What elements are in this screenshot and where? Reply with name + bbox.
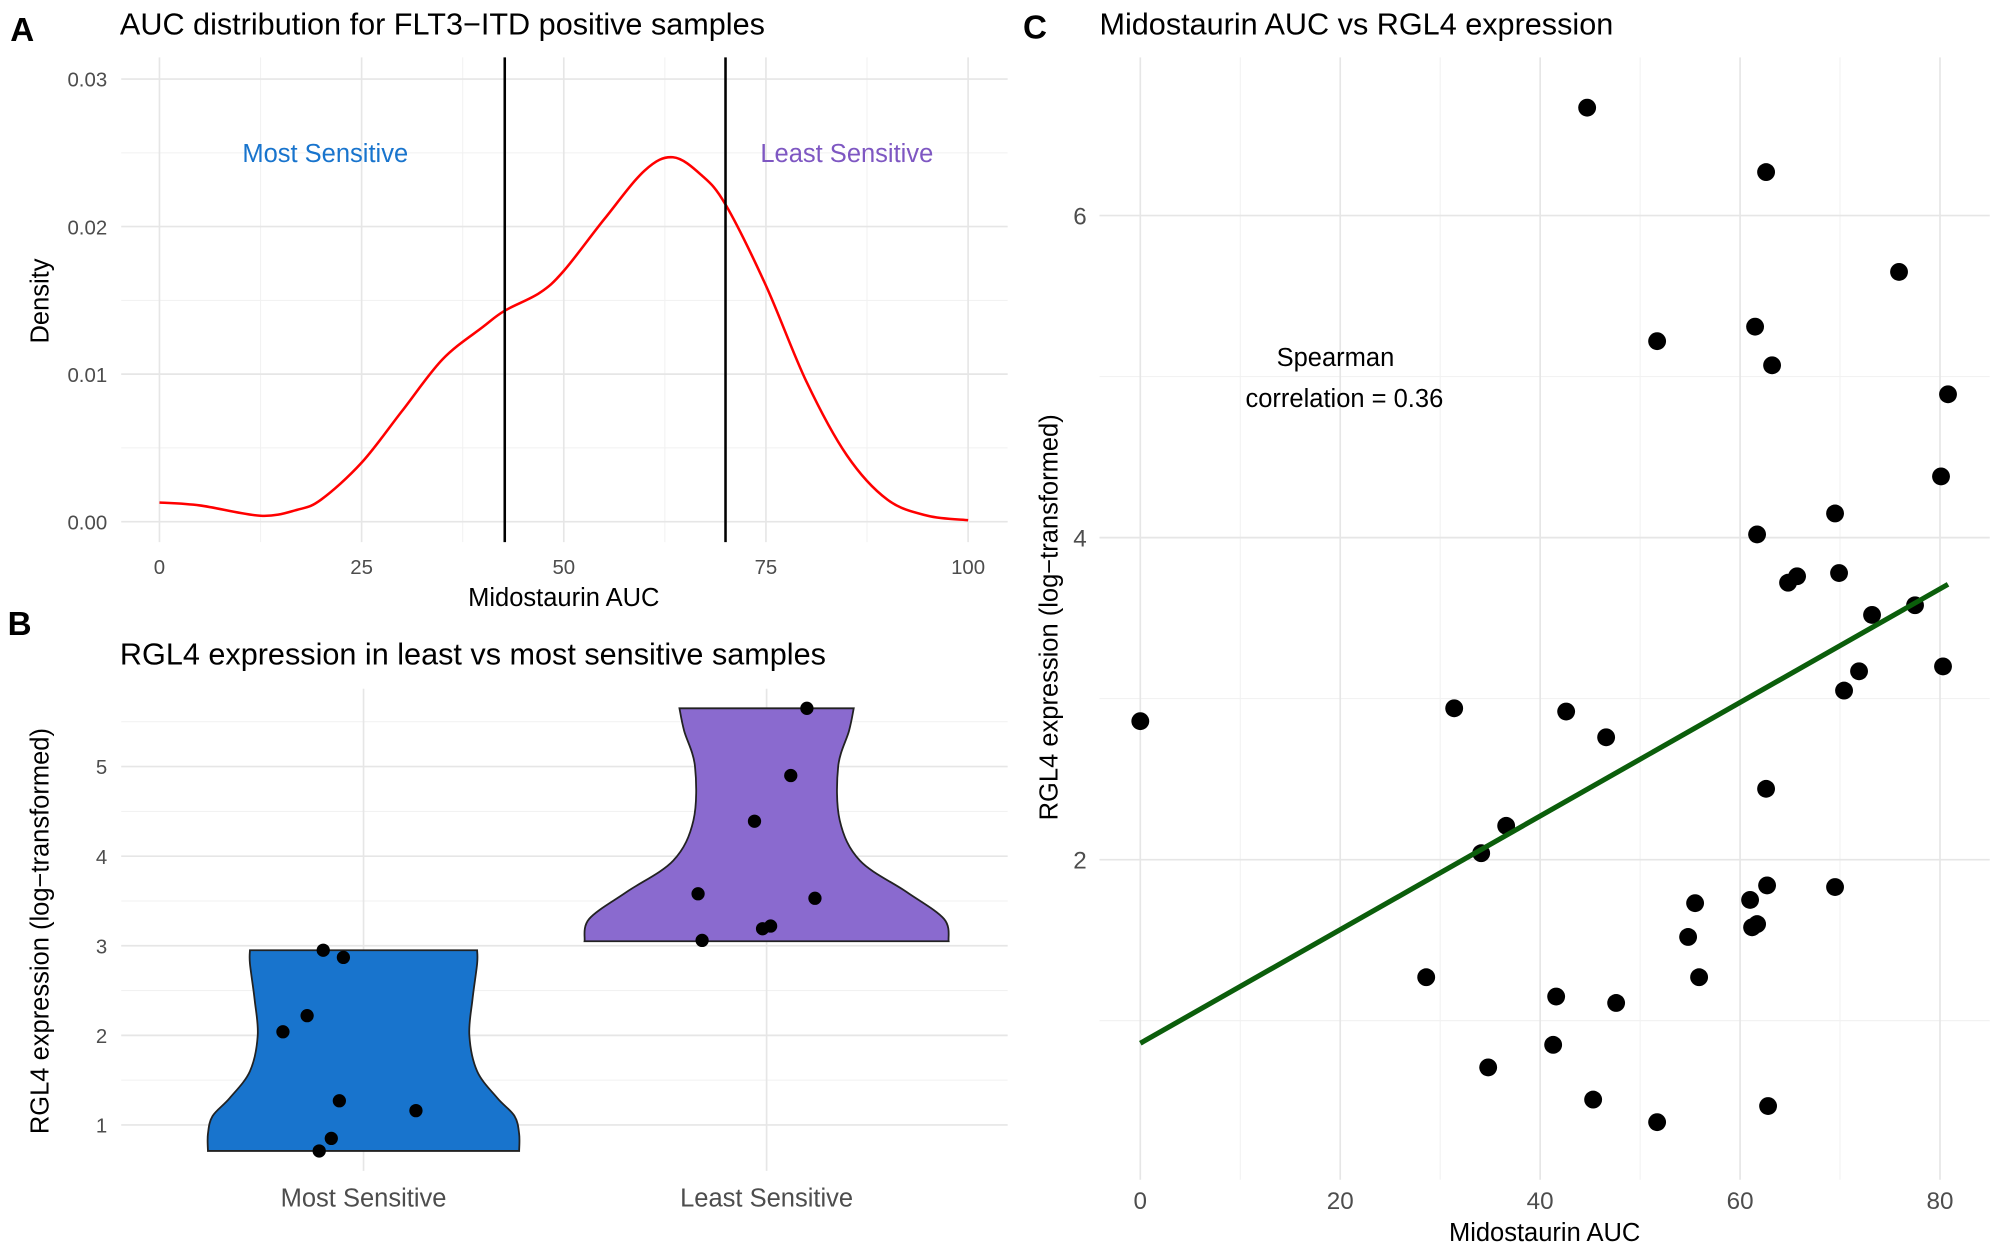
data-point <box>747 814 762 828</box>
data-point <box>1679 928 1698 946</box>
x-tick-label: 80 <box>1927 1188 1954 1215</box>
data-point <box>1748 915 1767 934</box>
density-curve <box>159 155 969 522</box>
data-point <box>1830 564 1848 582</box>
data-point <box>332 1094 346 1108</box>
data-point <box>1757 779 1776 798</box>
y-tick-label: 5 <box>96 757 107 779</box>
data-point <box>1584 1090 1603 1109</box>
data-point <box>1759 1097 1778 1115</box>
x-tick-label: 0 <box>154 557 165 579</box>
data-point <box>1547 987 1566 1006</box>
data-point <box>1445 699 1464 718</box>
data-point <box>1557 702 1576 721</box>
panel-a-title: AUC distribution for FLT3−ITD positive s… <box>120 7 765 41</box>
y-tick-label: 3 <box>96 936 107 958</box>
data-point <box>1939 385 1957 404</box>
data-point <box>300 1009 314 1023</box>
data-point <box>695 933 709 948</box>
correlation-label-line1: Spearman <box>1277 344 1395 372</box>
x-tick-label: Least Sensitive <box>680 1185 853 1213</box>
y-tick-label: 0.00 <box>67 512 107 534</box>
panel-c-x-title: Midostaurin AUC <box>1449 1219 1640 1247</box>
x-tick-label: 25 <box>350 557 373 579</box>
regression-line <box>1139 582 1950 1046</box>
data-point <box>1578 98 1597 117</box>
correlation-label-line2: correlation = 0.36 <box>1246 385 1444 413</box>
x-tick-label: 100 <box>951 557 985 579</box>
panel-a-plot: 0 25 50 75 100 0.00 0.01 0.02 0.03 Most Sensitive… <box>67 57 1008 579</box>
x-tick-label: 40 <box>1527 1188 1554 1215</box>
panel-a-x-title: Midostaurin AUC <box>468 584 659 612</box>
data-point <box>1690 968 1709 987</box>
data-point <box>1788 567 1806 586</box>
y-tick-label: 0.03 <box>67 70 107 92</box>
y-tick-label: 4 <box>1073 526 1086 553</box>
data-point <box>1826 504 1844 523</box>
data-point <box>1757 163 1776 182</box>
data-point <box>1934 657 1952 676</box>
y-tick-label: 2 <box>96 1026 107 1048</box>
y-tick-label: 2 <box>1073 848 1086 875</box>
data-point <box>409 1103 423 1118</box>
panel-c-title: Midostaurin AUC vs RGL4 expression <box>1099 7 1613 41</box>
panel-tag-c: C <box>1023 9 1047 46</box>
panel-c-y-title: RGL4 expression (log−transformed) <box>1035 414 1063 820</box>
y-tick-label: 0.02 <box>67 217 107 239</box>
data-point <box>1597 728 1616 747</box>
data-point <box>324 1131 338 1146</box>
data-point <box>1932 467 1950 486</box>
y-tick-label: 6 <box>1073 203 1086 230</box>
panel-c-plot: 0 20 40 60 80 2 4 6 Spearman correlation = 0.36 <box>1073 57 1990 1215</box>
violin-least-sensitive <box>583 707 950 943</box>
data-point <box>276 1025 290 1039</box>
data-point <box>800 701 814 715</box>
violin-most-sensitive <box>206 949 521 1152</box>
data-point <box>1741 890 1760 909</box>
data-point <box>1648 1113 1667 1132</box>
panel-b-plot: 1 2 3 4 5 Most Sensitive Least Sensitive <box>96 688 1008 1213</box>
data-point <box>336 950 351 965</box>
y-tick-label: 0.01 <box>67 365 107 387</box>
panel-tag-b: B <box>8 606 32 643</box>
panel-a-y-title: Density <box>27 258 55 343</box>
y-tick-label: 4 <box>96 847 107 869</box>
panel-b-title: RGL4 expression in least vs most sensiti… <box>120 638 826 672</box>
data-point <box>312 1144 326 1158</box>
data-point <box>691 887 705 901</box>
data-point <box>1479 1058 1498 1077</box>
x-tick-label: 20 <box>1327 1188 1354 1215</box>
data-point <box>1746 317 1765 336</box>
data-point <box>1748 525 1767 544</box>
data-point <box>784 768 798 783</box>
data-point <box>1850 662 1868 681</box>
x-tick-label: 75 <box>755 557 778 579</box>
data-point <box>1686 894 1705 913</box>
data-point <box>1758 876 1777 895</box>
data-point <box>1835 681 1853 700</box>
x-tick-label: 60 <box>1727 1188 1754 1215</box>
annotation-label: Least Sensitive <box>760 140 933 168</box>
x-tick-label: Most Sensitive <box>281 1185 447 1213</box>
data-point <box>1648 332 1667 351</box>
data-point <box>1607 994 1626 1012</box>
panel-tag-a: A <box>10 12 34 49</box>
data-point <box>1826 878 1844 896</box>
y-tick-label: 1 <box>96 1116 107 1138</box>
panel-b-y-title: RGL4 expression (log−transformed) <box>27 728 55 1134</box>
data-point <box>1131 712 1150 731</box>
data-point <box>1890 262 1908 281</box>
annotation-label: Most Sensitive <box>242 140 408 168</box>
data-point <box>316 943 330 957</box>
data-point <box>808 891 822 905</box>
x-tick-label: 0 <box>1134 1188 1147 1215</box>
data-point <box>1863 605 1881 624</box>
x-tick-label: 50 <box>552 557 575 579</box>
data-point <box>1417 968 1436 987</box>
data-point <box>1763 356 1782 375</box>
data-point <box>1544 1035 1563 1054</box>
data-point <box>755 922 770 936</box>
